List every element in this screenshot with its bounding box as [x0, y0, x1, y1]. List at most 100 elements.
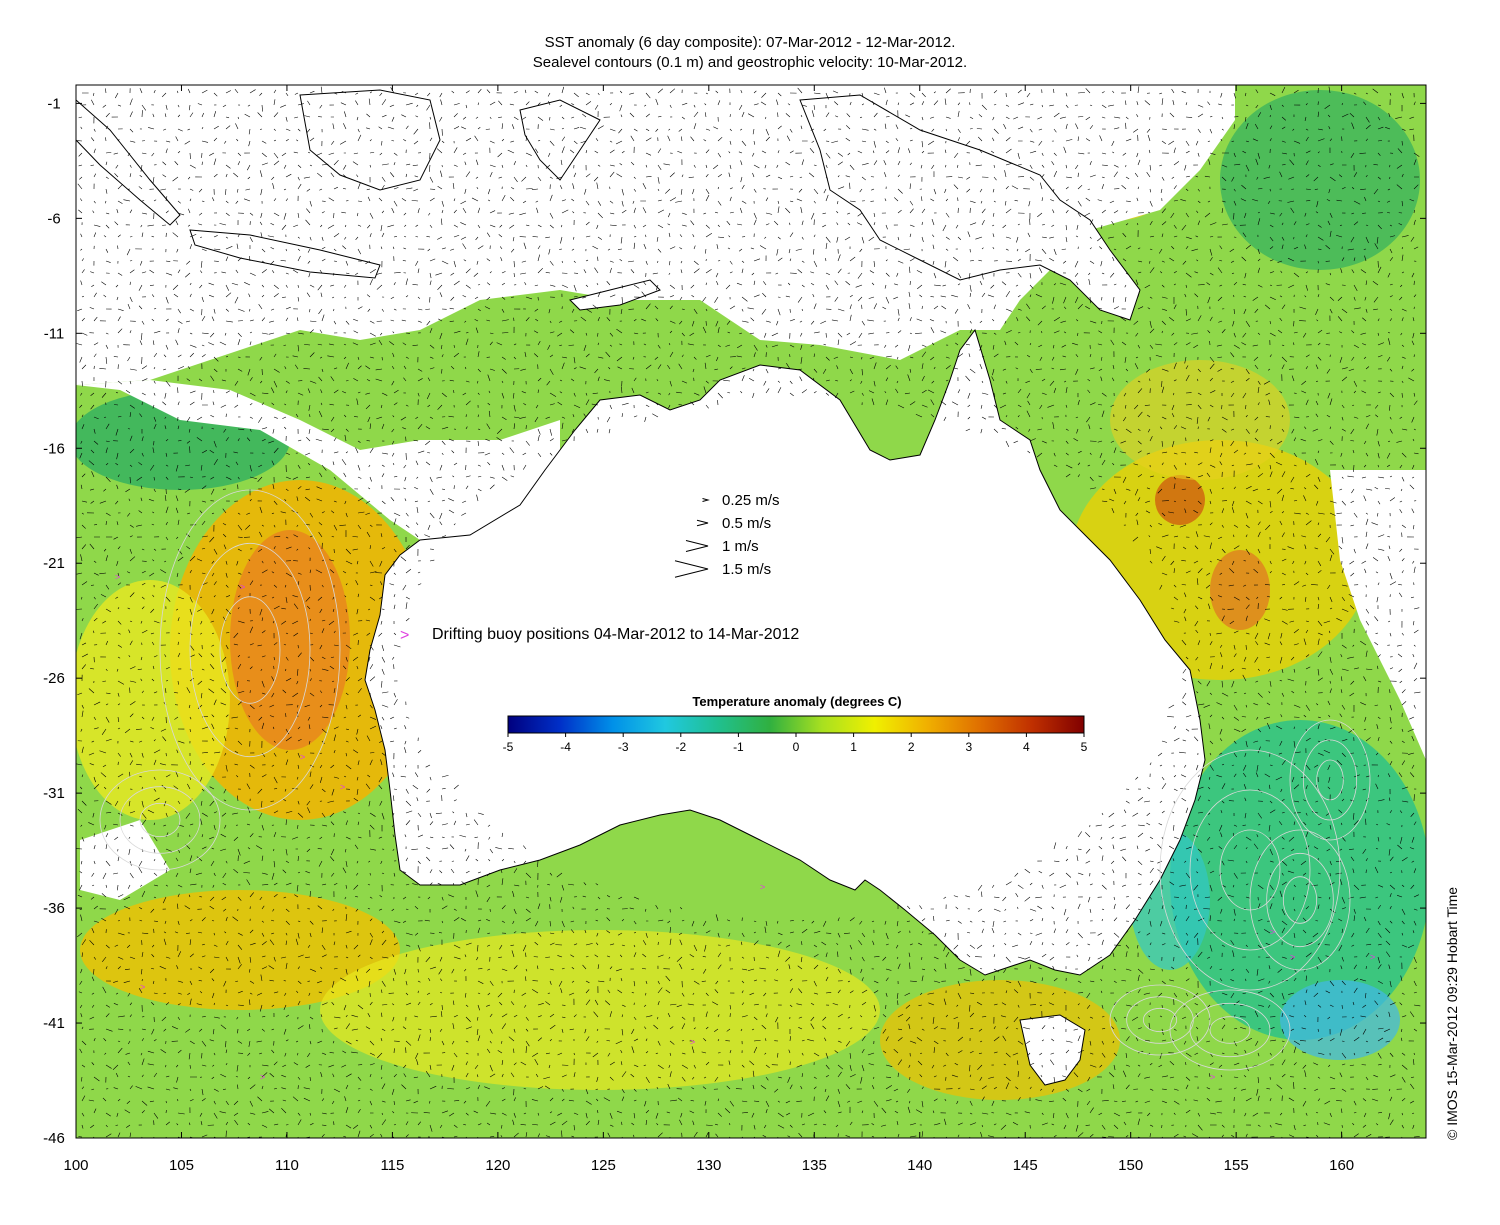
velocity-vector: [237, 476, 240, 480]
velocity-vector: [1398, 592, 1403, 598]
velocity-vector: [1293, 740, 1296, 748]
velocity-vector: [285, 736, 292, 742]
velocity-vector: [1005, 116, 1010, 119]
velocity-vector: [909, 356, 914, 359]
velocity-vector: [308, 151, 311, 154]
velocity-vector: [141, 212, 148, 215]
velocity-vector: [273, 500, 278, 506]
velocity-vector: [1257, 218, 1261, 226]
velocity-vector: [581, 113, 587, 118]
velocity-vector: [234, 296, 239, 304]
velocity-vector: [657, 260, 659, 264]
velocity-vector: [186, 546, 191, 550]
velocity-vector: [797, 368, 803, 370]
velocity-vector: [509, 447, 515, 454]
velocity-vector: [750, 247, 755, 250]
warm-anomaly-patch: [1155, 475, 1205, 525]
velocity-vector: [825, 242, 828, 250]
velocity-vector: [680, 188, 683, 195]
velocity-vector: [965, 375, 971, 382]
velocity-vector: [641, 291, 647, 298]
velocity-vector: [440, 99, 443, 106]
velocity-vector: [100, 594, 107, 598]
velocity-vector: [259, 506, 263, 514]
velocity-vector: [413, 188, 419, 192]
velocity-vector: [1281, 532, 1285, 538]
velocity-vector: [487, 462, 491, 466]
velocity-vector: [1305, 690, 1307, 694]
velocity-vector: [669, 380, 672, 387]
velocity-vector: [501, 164, 504, 168]
velocity-vector: [705, 194, 710, 202]
velocity-vector: [1316, 200, 1319, 208]
velocity-vector: [449, 307, 455, 310]
velocity-vector: [859, 116, 863, 119]
velocity-vector: [825, 258, 827, 262]
velocity-vector: [857, 296, 863, 302]
velocity-vector: [1029, 368, 1033, 373]
velocity-vector: [905, 114, 911, 118]
velocity-vector: [1149, 221, 1153, 226]
velocity-vector: [981, 208, 986, 214]
velocity-vector: [175, 339, 179, 346]
velocity-vector: [273, 535, 281, 538]
velocity-vector: [1197, 500, 1202, 505]
velocity-vector: [585, 173, 591, 178]
velocity-vector: [450, 296, 455, 301]
velocity-vector: [267, 235, 275, 238]
velocity-vector: [1338, 174, 1343, 178]
velocity-vector: [932, 244, 935, 250]
velocity-vector: [1137, 86, 1140, 94]
velocity-vector: [429, 137, 433, 142]
velocity-vector: [189, 293, 192, 298]
velocity-vector: [1101, 104, 1107, 109]
velocity-vector: [561, 422, 564, 430]
velocity-vector: [810, 344, 815, 347]
velocity-vector: [175, 771, 179, 778]
velocity-vector: [728, 172, 731, 178]
velocity-vector: [221, 656, 227, 663]
velocity-vector: [1083, 212, 1091, 217]
velocity-vector: [187, 783, 191, 790]
velocity-vector: [1340, 268, 1343, 274]
velocity-vector: [294, 92, 299, 95]
velocity-vector: [728, 151, 731, 154]
no-data-mask: [1330, 470, 1426, 760]
velocity-vector: [969, 328, 973, 334]
velocity-vector: [1193, 344, 1199, 349]
velocity-vector: [837, 254, 841, 262]
velocity-vector: [920, 164, 923, 169]
warm-anomaly-patch: [320, 930, 880, 1090]
velocity-vector: [1181, 798, 1187, 802]
velocity-vector: [309, 284, 315, 288]
velocity-vector: [1065, 452, 1069, 456]
velocity-vector: [376, 320, 383, 322]
velocity-vector: [269, 704, 275, 708]
velocity-vector: [765, 320, 771, 323]
velocity-vector: [1377, 391, 1381, 394]
velocity-vector: [739, 332, 743, 335]
velocity-vector: [249, 498, 252, 502]
velocity-vector: [1029, 176, 1035, 181]
velocity-vector: [1351, 356, 1355, 361]
velocity-vector: [1305, 366, 1308, 370]
velocity-vector: [1365, 138, 1368, 142]
velocity-vector: [1161, 740, 1168, 743]
velocity-vector: [1360, 332, 1367, 335]
velocity-vector: [477, 414, 479, 418]
velocity-vector: [117, 328, 123, 334]
velocity-vector: [1197, 485, 1202, 490]
velocity-vector: [1173, 304, 1177, 310]
velocity-vector: [549, 368, 554, 375]
velocity-vector: [512, 392, 515, 399]
velocity-vector: [1233, 163, 1241, 166]
velocity-vector: [261, 655, 266, 658]
velocity-vector: [233, 451, 239, 454]
velocity-vector: [320, 292, 323, 298]
velocity-vector: [1266, 595, 1271, 598]
velocity-vector: [249, 212, 254, 216]
velocity-vector: [597, 342, 599, 346]
velocity-vector: [1231, 507, 1235, 514]
velocity-vector: [1026, 354, 1031, 358]
velocity-vector: [897, 356, 899, 360]
